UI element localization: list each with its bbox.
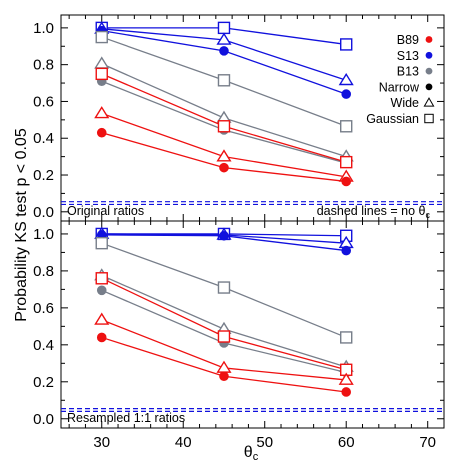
data-point: [94, 56, 110, 69]
x-axis-label: θc: [244, 444, 259, 463]
legend-marker: [425, 36, 433, 43]
data-point: [216, 149, 232, 162]
y-tick-label: 0.8: [33, 263, 54, 280]
y-tick-label: 0.8: [33, 57, 54, 74]
x-tick-label: 50: [256, 434, 273, 451]
legend-marker: [425, 67, 433, 75]
data-point: [341, 387, 352, 397]
x-tick-label: 70: [419, 434, 436, 451]
y-tick-label: 0.2: [33, 167, 54, 184]
legend-label: B89: [397, 33, 419, 47]
y-tick-label: 0.4: [33, 337, 54, 354]
data-point: [217, 330, 231, 343]
y-axis-label: Probability KS test p < 0.05: [13, 128, 30, 322]
y-tick-label: 0.6: [33, 300, 54, 317]
y-tick-label: 0.4: [33, 130, 54, 147]
data-point: [94, 106, 110, 119]
data-point: [217, 120, 231, 133]
x-tick-label: 60: [338, 434, 355, 451]
data-point: [338, 372, 354, 385]
x-axis-label-sub: c: [253, 451, 259, 463]
data-point: [338, 72, 354, 86]
data-point: [219, 371, 229, 382]
data-point: [216, 360, 232, 373]
legend-label: Gaussian: [366, 112, 419, 126]
x-tick-label: 40: [175, 434, 192, 451]
y-tick-label: 1.0: [33, 226, 54, 243]
panel-note-main: dashed lines = no θ: [317, 204, 426, 218]
legend-marker: [423, 97, 435, 107]
y-tick-label: 0.6: [33, 93, 54, 110]
legend-label: Wide: [391, 96, 420, 110]
data-point: [341, 245, 352, 256]
y-tick-label: 0.0: [33, 411, 54, 428]
data-point: [217, 21, 231, 35]
data-point: [95, 236, 108, 250]
legend-marker: [425, 83, 433, 91]
panel-note-sub: c: [426, 210, 431, 220]
y-tick-label: 1.0: [33, 20, 54, 37]
legend-label: B13: [397, 65, 419, 79]
data-point: [95, 272, 108, 285]
y-tick-label: 0.2: [33, 374, 54, 391]
data-point: [216, 32, 232, 45]
legend-marker: [425, 51, 433, 59]
data-point: [96, 332, 107, 343]
panel-1: 0.0 0.2 0.4 0.6 0.8 1.0 Original ratios dashed …: [33, 14, 445, 222]
panel-annotation: Resampled 1:1 ratios: [67, 411, 185, 425]
panel-annotation: Original ratios: [67, 204, 144, 218]
panel-2: 0.0 0.2 0.4 0.6 0.8 1.0 Resampled 1:1 ratios: [33, 220, 445, 429]
data-point: [219, 46, 229, 56]
data-point: [340, 331, 353, 344]
data-point: [95, 30, 108, 44]
data-point: [340, 155, 353, 169]
data-point: [217, 281, 231, 294]
x-axis-label-main: θ: [244, 444, 253, 461]
legend-marker: [424, 113, 434, 124]
data-point: [340, 120, 353, 133]
data-point: [94, 312, 110, 325]
data-point: [96, 285, 107, 296]
data-point: [340, 38, 353, 51]
y-tick-label: 0.0: [33, 204, 54, 221]
legend-label: Narrow: [379, 80, 420, 94]
data-point: [95, 67, 108, 81]
data-point: [341, 89, 352, 99]
legend-label: S13: [397, 49, 419, 63]
data-point: [341, 176, 352, 187]
x-tick-label: 30: [93, 434, 110, 451]
data-point: [219, 230, 229, 241]
data-point: [219, 162, 229, 173]
data-point: [96, 127, 107, 138]
data-point: [217, 74, 231, 87]
panel-frame: [60, 220, 445, 429]
panel-note: dashed lines = no θc: [317, 204, 431, 220]
